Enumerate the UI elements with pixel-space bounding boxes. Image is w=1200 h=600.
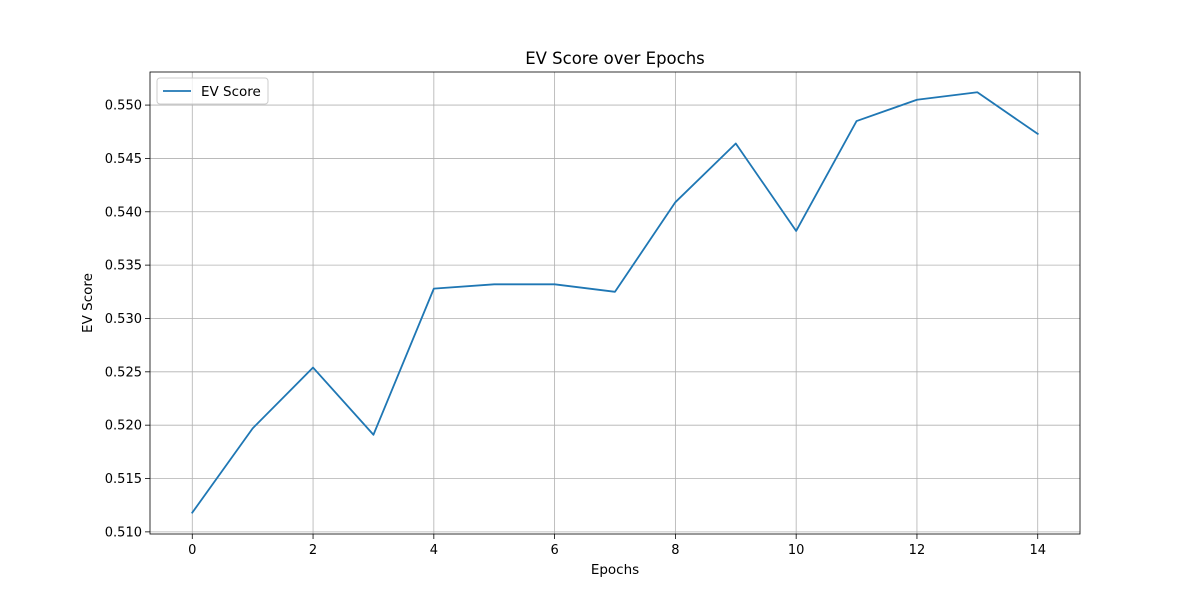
plot-frame xyxy=(149,71,1081,535)
legend-box xyxy=(156,77,269,105)
y-tick-label: 0.550 xyxy=(105,99,142,114)
x-tick-label: 12 xyxy=(909,543,926,558)
y-tick-label: 0.525 xyxy=(105,365,142,380)
x-tick-label: 14 xyxy=(1029,543,1046,558)
y-tick-label: 0.535 xyxy=(105,259,142,274)
plot-area xyxy=(150,72,1080,534)
grid-lines xyxy=(150,72,1080,534)
y-tick-label: 0.510 xyxy=(105,525,142,540)
x-tick-label: 10 xyxy=(788,543,805,558)
y-tick-label: 0.540 xyxy=(105,205,142,220)
legend-label: EV Score xyxy=(201,84,261,100)
x-tick-label: 4 xyxy=(430,543,438,558)
y-tick-label: 0.545 xyxy=(105,152,142,167)
x-tick-label: 2 xyxy=(309,543,317,558)
y-axis-label: EV Score xyxy=(80,273,96,333)
x-tick-label: 6 xyxy=(550,543,558,558)
y-tick-label: 0.520 xyxy=(105,419,142,434)
legend: EV Score xyxy=(156,77,269,105)
series-line-ev-score xyxy=(191,91,1039,514)
y-tick-label: 0.530 xyxy=(105,312,142,327)
chart-title: EV Score over Epochs xyxy=(525,49,705,68)
y-axis-ticks: 0.510 0.515 0.520 0.525 0.530 0.535 0.540 0.545… xyxy=(105,99,150,540)
x-tick-label: 0 xyxy=(188,543,196,558)
series-lines xyxy=(191,91,1039,514)
x-axis-label: Epochs xyxy=(591,562,639,578)
x-axis-ticks: 0 2 4 6 8 10 12 14 xyxy=(188,534,1046,558)
y-tick-label: 0.515 xyxy=(105,472,142,487)
x-tick-label: 8 xyxy=(671,543,679,558)
